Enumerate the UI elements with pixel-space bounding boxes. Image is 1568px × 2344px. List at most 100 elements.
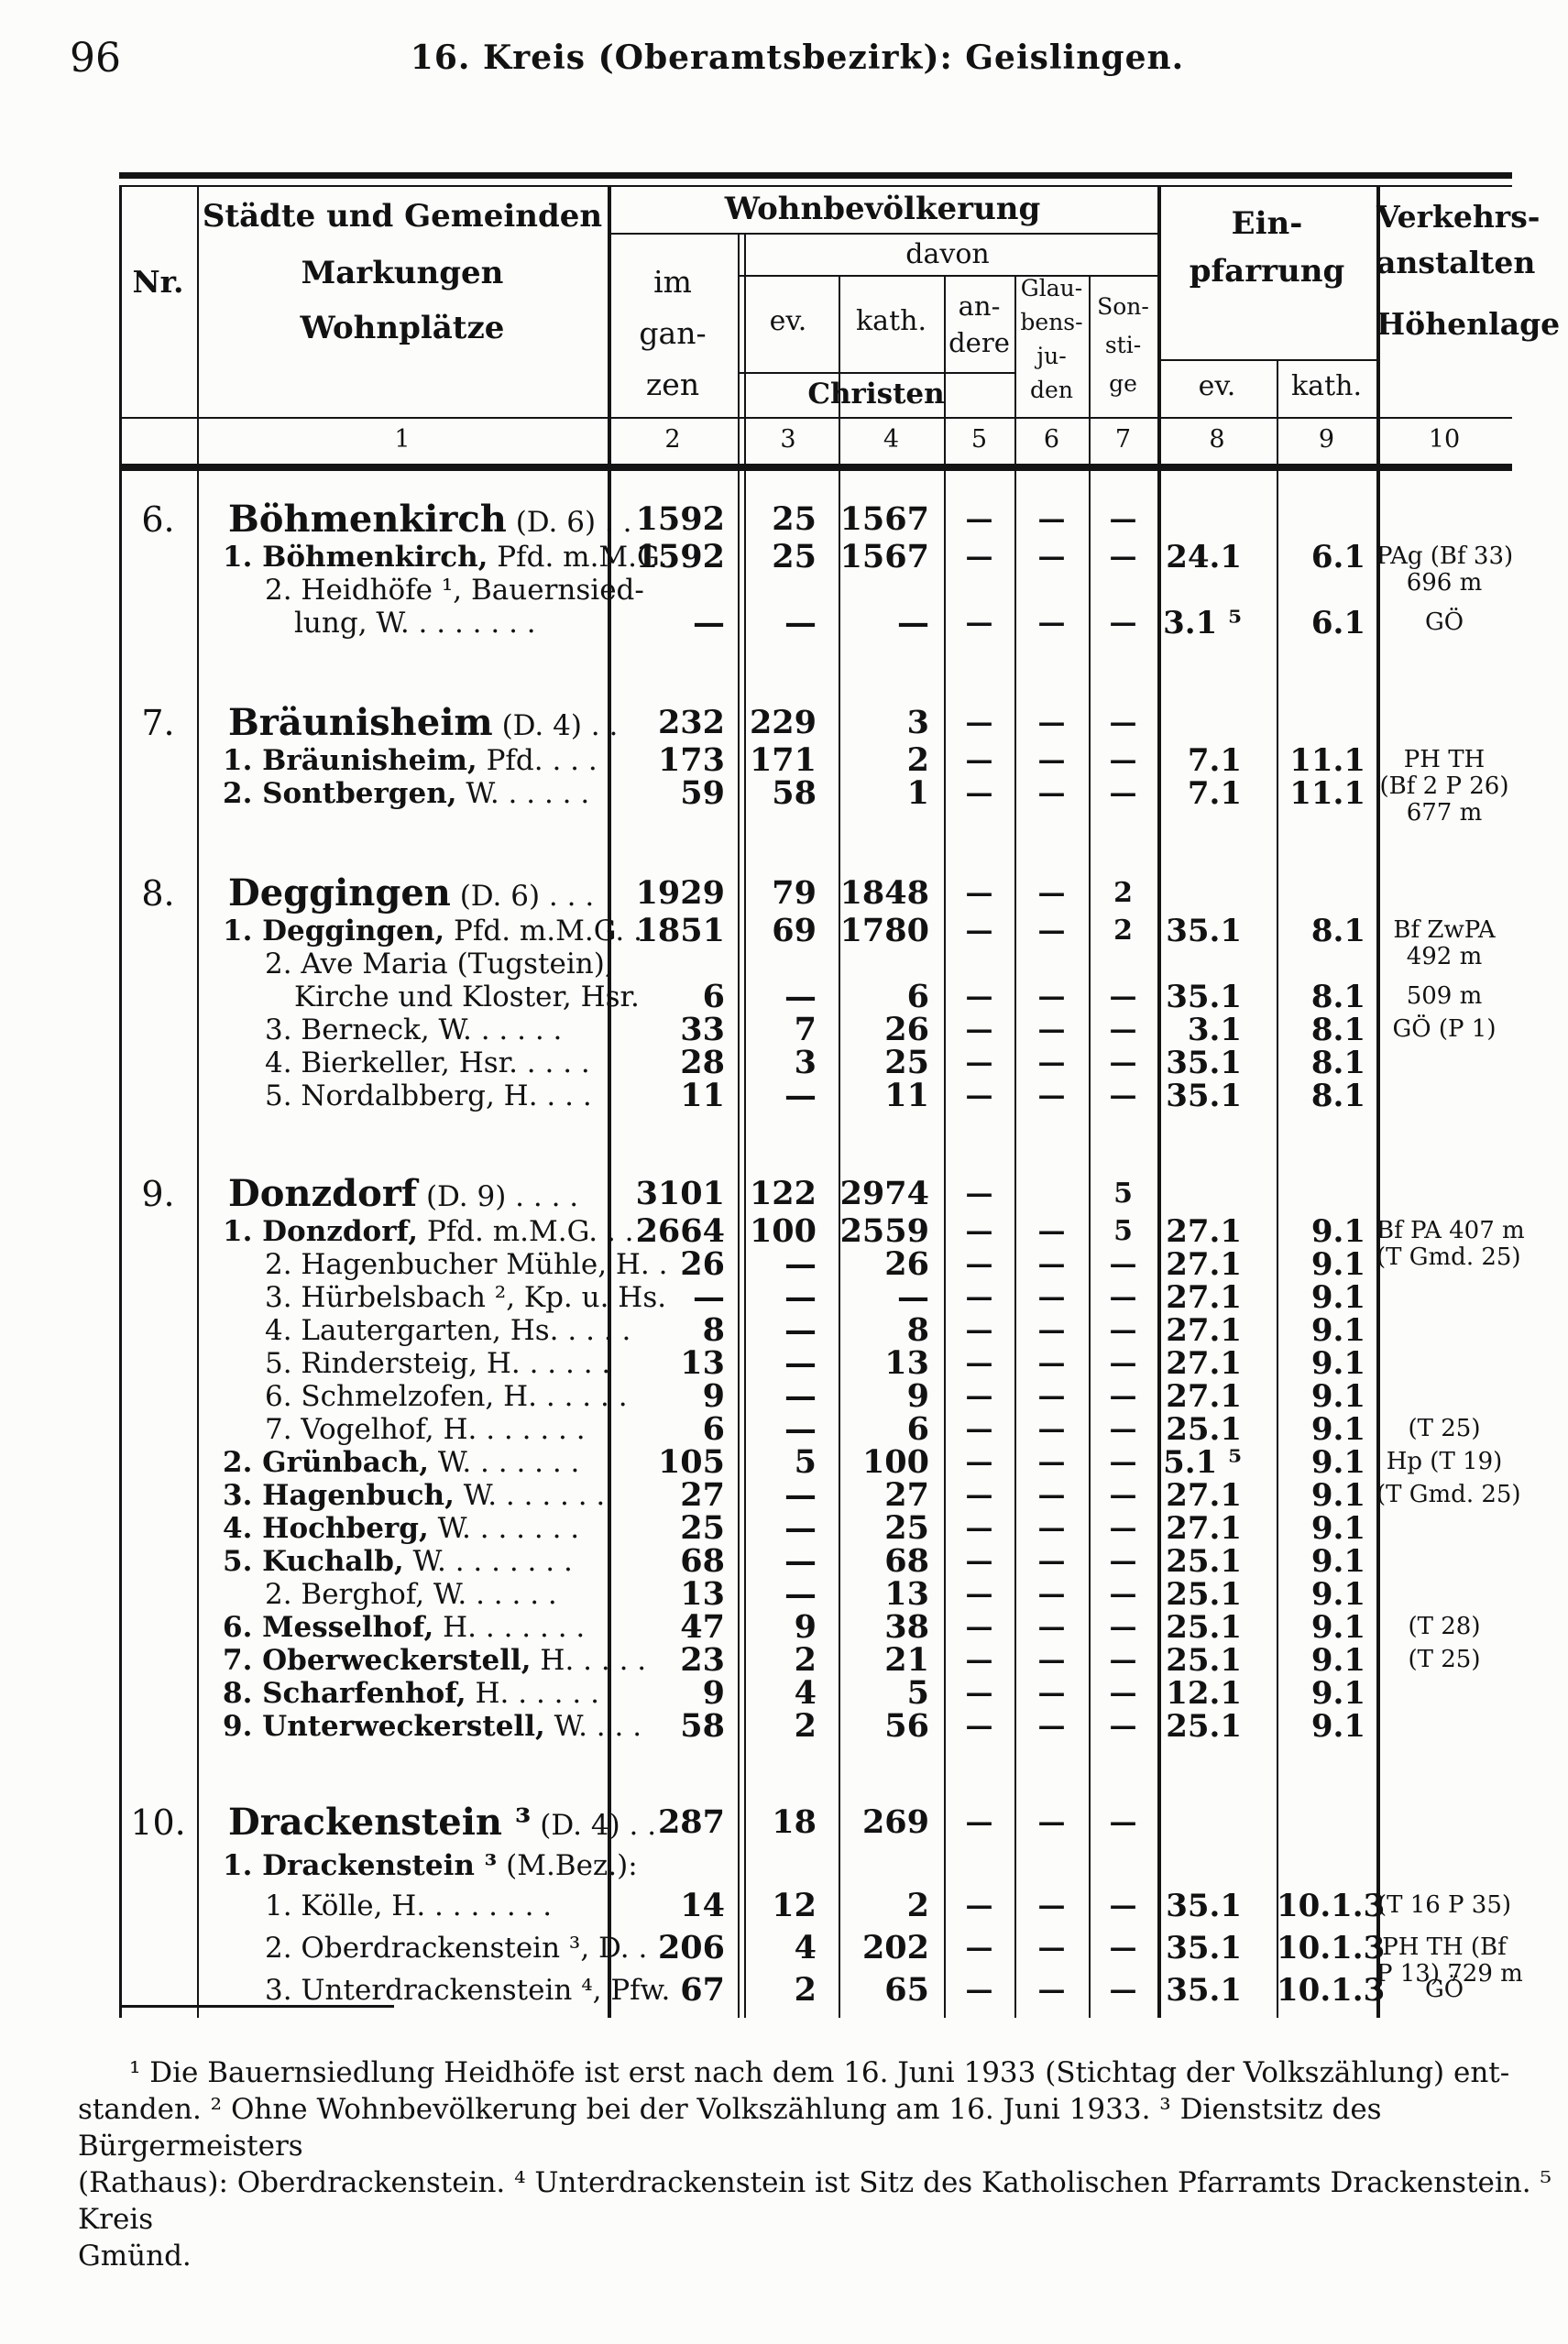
cell-einpfarrung-ev: 27.1: [1166, 1345, 1242, 1382]
cell-glaubensjuden: —: [1037, 1806, 1066, 1838]
cell-einpfarrung-ev: 25.1: [1166, 1411, 1242, 1448]
table-row: 9. Unterweckerstell, W. . . . 58 2 56 — — — 25.…: [119, 1707, 1512, 1746]
cell-verkehrsanstalten: (T Gmd. 25): [1376, 1479, 1521, 1515]
cell-kath: 1848: [839, 874, 929, 912]
row-number: 8.: [141, 873, 175, 914]
place-name-bold: Donzdorf: [228, 1172, 418, 1215]
row-number: [119, 1347, 197, 1380]
place-name: 3. Hürbelsbach ², Kp. u. Hs.: [197, 1281, 666, 1314]
cell-kath: 56: [884, 1707, 929, 1745]
cell-andere: —: [965, 1710, 993, 1742]
cell-sonstige: —: [1109, 1644, 1137, 1676]
place-name-bold: 1. Deggingen,: [223, 915, 445, 947]
table-row: 1. Donzdorf, Pfd. m.M.G. . . 2664 100 2559 —…: [119, 1215, 1525, 1271]
verkehr-note-line: Bf PA 407 m: [1376, 1217, 1525, 1244]
cell-glaubensjuden: —: [1037, 503, 1066, 535]
cell-verkehrsanstalten: PH TH (Bf 2 P 26) 677 m: [1376, 744, 1512, 829]
cell-ev: 4: [794, 1929, 817, 1966]
cell-ev: 4: [794, 1674, 817, 1712]
cell-glaubensjuden: —: [1037, 915, 1066, 947]
cell-einpfarrung-ev: 27.1: [1166, 1279, 1242, 1316]
col-header-einpf-kath: kath.: [1291, 370, 1362, 402]
place-name: 2. Sontbergen, W. . . . . .: [197, 777, 608, 810]
place-name-bold: 2. Grünbach,: [223, 1446, 430, 1479]
cell-verkehrsanstalten: [1376, 1578, 1512, 1614]
verkehr-note-line: (T 28): [1408, 1613, 1481, 1640]
cell-sonstige: —: [1109, 1248, 1137, 1280]
cell-glaubensjuden: —: [1037, 877, 1066, 909]
place-name-rest: 3. Berneck, W. . . . . .: [265, 1013, 563, 1046]
row-number: [119, 1281, 197, 1314]
place-name-rest: 4. Bierkeller, Hsr. . . . .: [265, 1046, 590, 1079]
place-name-rest: (D. 6) . . .: [450, 880, 595, 913]
verkehr-note-line: PH TH (Bf: [1382, 1933, 1507, 1961]
cell-sonstige: [1089, 947, 1157, 980]
verkehr-line: Verkehrs-: [1376, 199, 1541, 235]
cell-glaubensjuden: —: [1037, 1046, 1066, 1079]
cell-total: 3101: [635, 1175, 725, 1212]
row-number: 9.: [141, 1174, 175, 1214]
cell-ev: —: [784, 1077, 817, 1114]
verkehr-note-line: (T Gmd. 25): [1376, 1481, 1521, 1508]
verkehr-line: anstalten: [1376, 245, 1536, 280]
cell-ev: 100: [749, 1212, 817, 1250]
table-row: 4. Hochberg, W. . . . . . . 25 — 25 — — — 27.1 9…: [119, 1512, 1512, 1546]
place-name: Böhmenkirch (D. 6) . .: [197, 498, 632, 543]
table-row: 3. Hagenbuch, W. . . . . . . 27 — 27 — — — 27.1…: [119, 1479, 1521, 1515]
cell-andere: —: [965, 1677, 993, 1709]
cell-einpfarrung-kath: 9.1: [1310, 1576, 1365, 1613]
vrule-juden-sonst: [1089, 275, 1091, 2018]
cell-ev: —: [784, 1344, 817, 1382]
row-number: [119, 1380, 197, 1413]
table-row: 3. Berneck, W. . . . . . 33 7 26 — — — 3.1 8.1 GÖ…: [119, 1013, 1512, 1047]
cell-einpfarrung-ev: [1157, 872, 1277, 917]
cell-einpfarrung-kath: 9.1: [1310, 1246, 1365, 1283]
row-number: [119, 1046, 197, 1079]
cell-ev: —: [784, 1542, 817, 1580]
cell-verkehrsanstalten: (T 25): [1376, 1413, 1512, 1449]
place-name: Bräunisheim (D. 4) . .: [197, 702, 618, 747]
verkehr-note-line: (T 25): [1408, 1415, 1481, 1442]
cell-kath: —: [897, 1278, 929, 1316]
cell-verkehrsanstalten: [1376, 574, 1512, 609]
place-name-rest: 6. Schmelzofen, H. . . . . .: [265, 1380, 628, 1413]
cell-sonstige: —: [1109, 1281, 1137, 1313]
place-name: Donzdorf (D. 9) . . . .: [197, 1173, 608, 1218]
cell-ev: —: [784, 1377, 817, 1415]
colnum-2: 2: [664, 425, 681, 454]
place-name: 7. Oberweckerstell, H. . . . .: [197, 1644, 646, 1677]
place-name: Deggingen (D. 6) . . .: [197, 872, 608, 917]
cell-sonstige: —: [1109, 1446, 1137, 1478]
rule-over-colnums: [119, 417, 1512, 419]
cell-einpfarrung-kath: 9.1: [1310, 1708, 1365, 1745]
glaubensjuden-line: bens-: [1020, 309, 1083, 335]
cell-einpfarrung-ev: [1157, 1173, 1277, 1218]
cell-kath: —: [897, 604, 929, 641]
glaubensjuden-line: den: [1030, 377, 1073, 403]
place-name-rest: Pfd. . . .: [477, 744, 598, 777]
row-number: [119, 777, 197, 810]
row-number: [119, 1479, 197, 1512]
cell-glaubensjuden: —: [1037, 607, 1066, 639]
place-name: 1. Drackenstein ³ (M.Bez.):: [197, 1849, 638, 1882]
cell-einpfarrung-ev: 25.1: [1166, 1708, 1242, 1745]
cell-einpfarrung-ev: 35.1: [1166, 1078, 1242, 1114]
footnote-line: (Rathaus): Oberdrackenstein. ⁴ Unterdrac…: [78, 2166, 1552, 2236]
cell-verkehrsanstalten: [1376, 1314, 1512, 1350]
cell-einpfarrung-kath: 9.1: [1310, 1543, 1365, 1580]
cell-kath: 2: [906, 741, 929, 779]
cell-verkehrsanstalten: [1376, 1710, 1512, 1746]
col-header-wohnbevoelkerung: Wohnbevölkerung: [724, 191, 1041, 227]
place-name-bold: 3. Hagenbuch,: [223, 1479, 455, 1512]
cell-kath: 6: [906, 978, 929, 1015]
cell-einpfarrung-kath: 11.1: [1289, 742, 1365, 779]
place-name: 2. Ave Maria (Tugstein),: [197, 947, 614, 980]
sonstige-line: ge: [1109, 370, 1137, 397]
cell-andere: —: [965, 607, 993, 639]
table-row: 7. Vogelhof, H. . . . . . . 6 — 6 — — — 25.1 9.1…: [119, 1411, 1512, 1449]
cell-einpfarrung-kath: 6.1: [1310, 605, 1365, 641]
cell-total: 1851: [635, 912, 725, 949]
page-number: 96: [70, 35, 121, 82]
place-name: 2. Berghof, W. . . . . .: [197, 1578, 608, 1611]
place-name-bold: 6. Messelhof,: [223, 1611, 434, 1644]
